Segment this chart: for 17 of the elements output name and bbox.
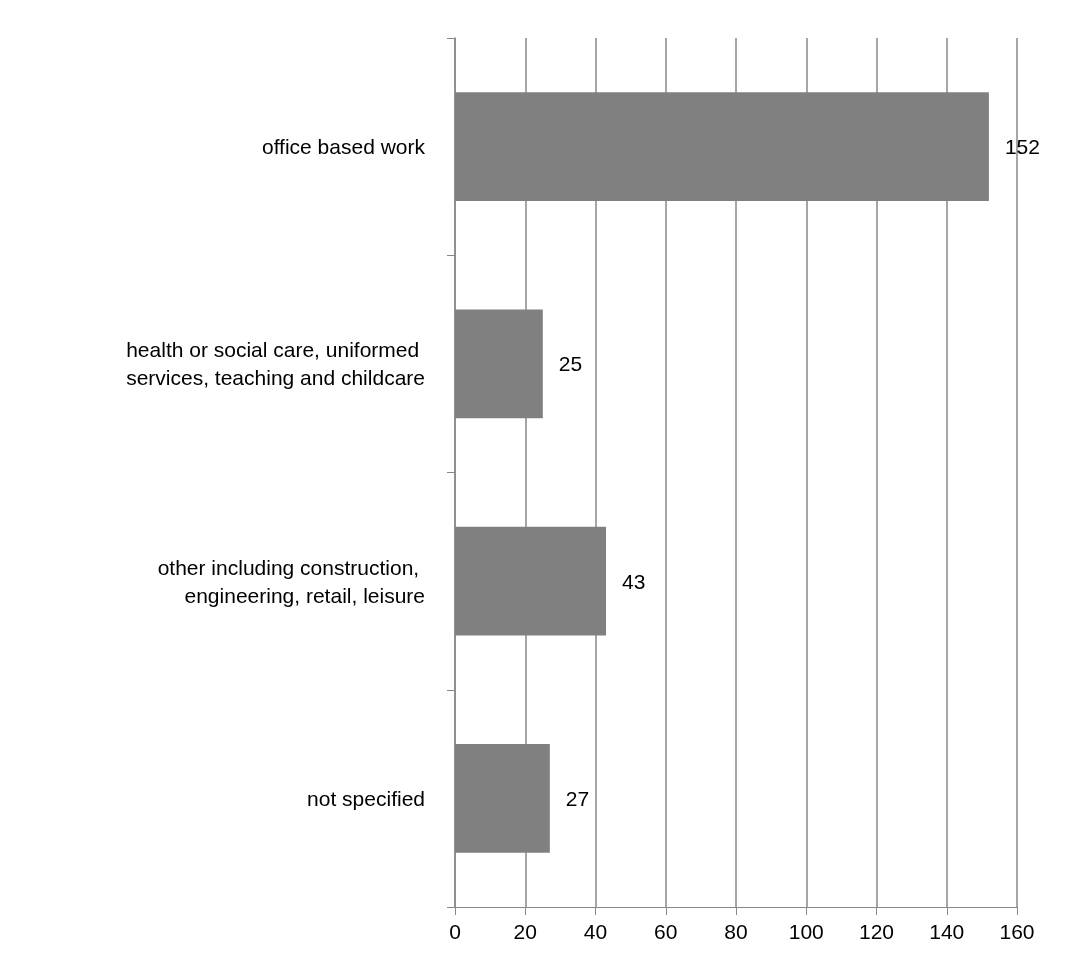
x-tick-label: 40 <box>583 920 608 943</box>
y-tick-label: other including construction, engineering, retail, leisure <box>157 555 425 607</box>
x-tick-label: 80 <box>724 920 748 943</box>
x-tick-label: 60 <box>654 920 678 943</box>
x-tick-label: 0 <box>449 920 461 943</box>
x-tick-label: 100 <box>788 920 824 943</box>
x-tick-label: 140 <box>929 920 965 943</box>
x-tick-label: 20 <box>513 920 537 943</box>
y-tick-label: not specified <box>307 786 425 810</box>
data-label: 25 <box>558 352 583 376</box>
y-tick-label: office based work <box>261 135 426 159</box>
x-tick-label: 160 <box>999 920 1035 943</box>
y-tick-label: health or social care, uniformed services, teaching and childcare <box>126 338 425 390</box>
x-tick-label: 120 <box>858 920 895 943</box>
data-label: 152 <box>1004 135 1040 159</box>
data-label: 27 <box>565 786 590 810</box>
data-label: 43 <box>622 569 646 593</box>
